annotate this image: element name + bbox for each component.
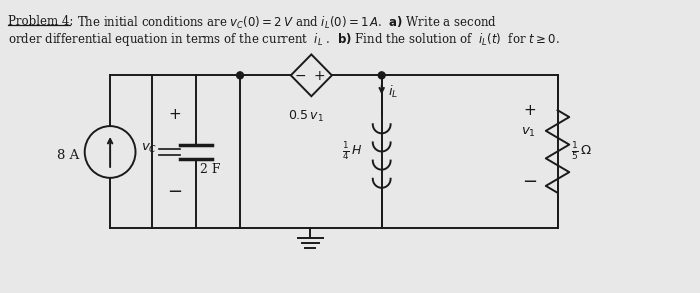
Text: $i_L$: $i_L$: [388, 84, 398, 100]
Circle shape: [378, 72, 385, 79]
Text: $v_1$: $v_1$: [521, 125, 536, 139]
Text: −: −: [523, 173, 538, 191]
Text: −: −: [167, 183, 182, 201]
Text: The initial conditions are $v_C(0) = 2\,V$ and $i_L(0) = 1\,A$.  $\mathbf{a)}$ W: The initial conditions are $v_C(0) = 2\,…: [77, 15, 497, 31]
Text: $0.5\,v_1$: $0.5\,v_1$: [288, 109, 325, 124]
Text: +: +: [168, 107, 181, 122]
Text: 8 A: 8 A: [57, 149, 79, 162]
Text: +: +: [524, 103, 537, 118]
Text: +: +: [314, 69, 325, 83]
Text: −: −: [295, 69, 307, 83]
Circle shape: [237, 72, 244, 79]
Text: order differential equation in terms of the current  $i_L$ .  $\mathbf{b)}$ Find: order differential equation in terms of …: [8, 30, 559, 47]
Text: $\frac{1}{4}\,H$: $\frac{1}{4}\,H$: [342, 141, 363, 162]
Text: 2 F: 2 F: [200, 163, 220, 176]
Text: Problem 4:: Problem 4:: [8, 15, 73, 28]
Text: $v_C$: $v_C$: [141, 142, 158, 154]
Text: $\frac{1}{5}\,\Omega$: $\frac{1}{5}\,\Omega$: [571, 141, 592, 163]
